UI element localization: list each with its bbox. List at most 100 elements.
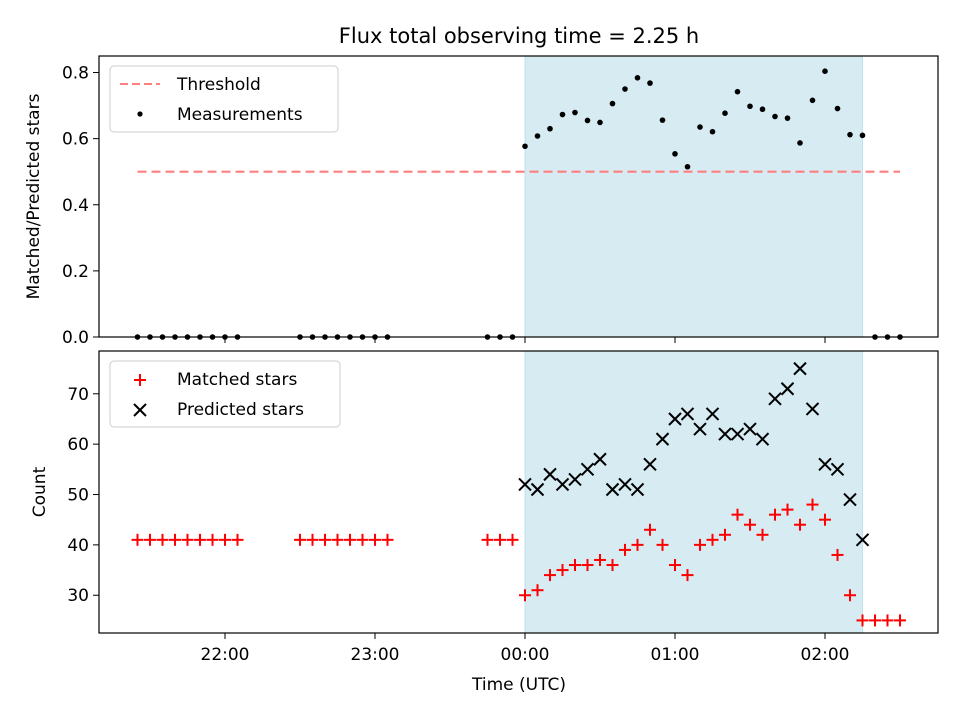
predicted-star-stroke bbox=[743, 422, 757, 436]
predicted-star-stroke bbox=[680, 407, 695, 421]
matched-star-point bbox=[356, 533, 369, 546]
predicted-star-stroke bbox=[605, 482, 620, 497]
predicted-star-point bbox=[555, 477, 570, 492]
measurement-point bbox=[672, 151, 678, 157]
matched-star-point bbox=[494, 533, 506, 546]
predicted-star-point bbox=[843, 492, 857, 507]
y-tick-label: 30 bbox=[67, 586, 89, 606]
predicted-star-point bbox=[718, 427, 732, 441]
predicted-star-stroke bbox=[843, 492, 857, 507]
matched-star-point bbox=[594, 553, 606, 566]
predicted-star-point bbox=[568, 472, 582, 487]
measurement-point bbox=[547, 125, 553, 132]
top-legend: Threshold Measurements bbox=[109, 65, 339, 133]
predicted-star-stroke bbox=[518, 477, 532, 492]
predicted-star-point bbox=[755, 432, 770, 446]
chart-title: Flux total observing time = 2.25 h bbox=[339, 24, 699, 48]
measurement-point bbox=[859, 132, 866, 139]
predicted-star-stroke bbox=[855, 533, 870, 547]
matched-star-point bbox=[144, 533, 156, 546]
matched-star-point bbox=[319, 533, 331, 546]
matched-star-point bbox=[231, 533, 244, 546]
matched-star-point bbox=[619, 543, 631, 556]
matched-star-point bbox=[581, 559, 594, 572]
matched-star-point bbox=[819, 513, 831, 526]
x-tick-label: 00:00 bbox=[501, 645, 550, 665]
top-legend-frame bbox=[109, 65, 339, 133]
matched-star-point bbox=[306, 533, 319, 546]
matched-star-point bbox=[506, 533, 519, 546]
y-tick-label: 60 bbox=[67, 435, 89, 455]
measurement-point bbox=[722, 110, 728, 116]
matched-star-point bbox=[669, 559, 681, 572]
measurement-point bbox=[609, 100, 616, 107]
predicted-star-point bbox=[655, 432, 670, 446]
measurement-point bbox=[559, 111, 566, 118]
predicted-star-stroke bbox=[580, 462, 595, 477]
matched-star-point bbox=[381, 533, 394, 546]
bottom-plot-frame bbox=[98, 350, 939, 634]
predicted-star-stroke bbox=[805, 402, 820, 416]
measurement-point bbox=[747, 103, 753, 110]
y-tick-label: 0.2 bbox=[62, 262, 89, 282]
matched-star-point bbox=[556, 564, 569, 577]
matched-star-point bbox=[731, 508, 744, 521]
predicted-star-point bbox=[593, 452, 607, 466]
measurement-point bbox=[659, 117, 666, 123]
matched-star-point bbox=[794, 518, 806, 531]
measurement-point bbox=[809, 97, 816, 104]
bottom-legend: Matched stars Predicted stars bbox=[109, 360, 341, 428]
predicted-star-point bbox=[668, 412, 682, 426]
matched-star-point bbox=[706, 533, 719, 546]
x-tick-label: 02:00 bbox=[801, 645, 850, 665]
bottom-x-axis-ticks: 22:00 23:00 00:00 01:00 02:00 bbox=[201, 633, 850, 665]
predicted-star-stroke bbox=[730, 427, 745, 441]
predicted-star-point bbox=[705, 407, 720, 421]
top-y-axis-ticks: 0.0 0.2 0.4 0.6 0.8 bbox=[62, 64, 99, 348]
measurement-point bbox=[834, 105, 841, 112]
matched-star-point bbox=[719, 528, 731, 541]
matched-star-point bbox=[744, 518, 756, 531]
matched-star-point bbox=[806, 498, 819, 511]
predicted-star-stroke bbox=[630, 482, 645, 497]
x-tick-label: 01:00 bbox=[651, 645, 700, 665]
matched-star-point bbox=[606, 559, 619, 572]
matched-star-point bbox=[331, 533, 344, 546]
predicted-star-stroke bbox=[705, 407, 720, 421]
y-tick-label: 40 bbox=[67, 536, 89, 556]
measurement-point bbox=[634, 75, 641, 81]
matched-star-point bbox=[481, 533, 494, 546]
matched-star-point bbox=[169, 533, 181, 546]
predicted-star-stroke bbox=[693, 422, 707, 436]
predicted-star-stroke bbox=[543, 467, 557, 482]
predicted-star-point bbox=[618, 477, 632, 492]
predicted-star-stroke bbox=[555, 477, 570, 492]
matched-star-point bbox=[869, 614, 881, 627]
legend-matched-swatch bbox=[134, 374, 146, 386]
predicted-star-stroke bbox=[718, 427, 732, 441]
measurement-point bbox=[797, 140, 803, 146]
bottom-legend-frame bbox=[109, 360, 341, 428]
predicted-star-stroke bbox=[530, 482, 545, 497]
legend-threshold-label: Threshold bbox=[176, 75, 261, 95]
measurement-point bbox=[622, 86, 628, 92]
predicted-star-stroke bbox=[618, 477, 632, 492]
x-tick-label: 22:00 bbox=[201, 645, 250, 665]
matched-star-point bbox=[694, 538, 706, 551]
predicted-star-point bbox=[518, 477, 532, 492]
matched-star-point bbox=[681, 569, 694, 582]
y-tick-label: 50 bbox=[67, 486, 89, 506]
predicted-star-stroke bbox=[568, 472, 582, 487]
predicted-star-point bbox=[605, 482, 620, 497]
matched-star-point bbox=[194, 533, 206, 546]
measurement-point bbox=[697, 124, 703, 130]
matched-star-point bbox=[631, 538, 644, 551]
predicted-star-point bbox=[793, 361, 807, 376]
y-tick-label: 0.8 bbox=[62, 64, 89, 84]
measurement-point bbox=[784, 115, 791, 121]
top-plot-frame bbox=[98, 55, 939, 338]
bottom-y-axis-ticks: 30 40 50 60 70 bbox=[67, 385, 99, 606]
y-tick-label: 0.0 bbox=[62, 328, 89, 348]
predicted-star-stroke bbox=[780, 382, 795, 396]
